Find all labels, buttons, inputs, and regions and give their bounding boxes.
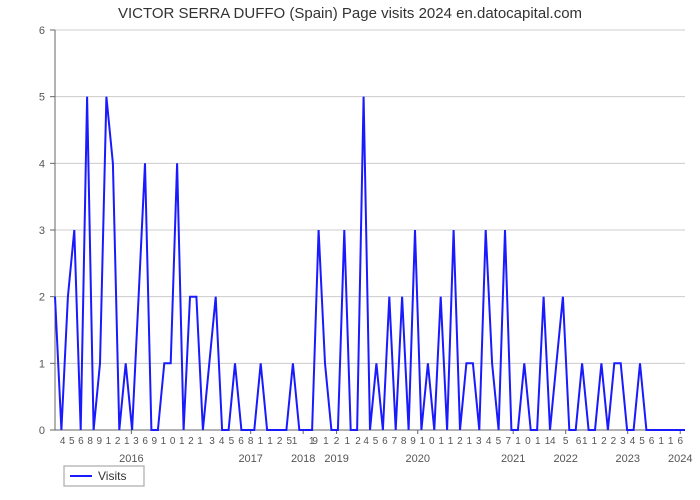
x-group-label: 2023 <box>615 453 639 465</box>
x-tick-label: 4 <box>219 436 225 447</box>
x-tick-label: 1 <box>124 436 130 447</box>
x-tick-label: 1 <box>345 436 351 447</box>
x-tick-label: 1 <box>438 436 444 447</box>
x-tick-label: 1 <box>515 436 521 447</box>
x-tick-label: 9 <box>97 436 103 447</box>
x-tick-label: 1 <box>535 436 541 447</box>
x-tick-label: 1 <box>179 436 185 447</box>
chart-svg: VICTOR SERRA DUFFO (Spain) Page visits 2… <box>0 0 700 500</box>
x-group-label: 2016 <box>119 453 143 465</box>
x-tick-label: 1 <box>448 436 454 447</box>
x-tick-label: 1 <box>292 436 298 447</box>
x-tick-label: 1 <box>197 436 203 447</box>
x-tick-label: 1 <box>258 436 264 447</box>
x-tick-label: 2 <box>355 436 361 447</box>
x-tick-label: 5 <box>69 436 75 447</box>
x-group-label: 2021 <box>501 453 525 465</box>
x-tick-label: 6 <box>78 436 84 447</box>
x-tick-label: 1 <box>267 436 273 447</box>
x-tick-label: 1 <box>466 436 472 447</box>
x-group-label: 2022 <box>553 453 577 465</box>
y-tick-label: 0 <box>39 425 45 437</box>
x-tick-label: 2 <box>611 436 617 447</box>
legend-label: Visits <box>98 469 126 483</box>
x-tick-label: 9 <box>151 436 157 447</box>
x-tick-label: 9 <box>410 436 416 447</box>
x-tick-label: 6 <box>576 436 582 447</box>
x-tick-label: 0 <box>170 436 176 447</box>
x-tick-label: 1 <box>106 436 112 447</box>
x-group-label: 2017 <box>238 453 262 465</box>
x-tick-label: 2 <box>115 436 121 447</box>
y-tick-label: 4 <box>39 158 45 170</box>
x-tick-label: 1 <box>582 436 588 447</box>
x-tick-label: 6 <box>142 436 148 447</box>
x-tick-label: 7 <box>392 436 398 447</box>
x-tick-label: 4 <box>550 436 556 447</box>
x-tick-label: 6 <box>677 436 683 447</box>
y-tick-label: 2 <box>39 292 45 304</box>
x-tick-label: 5 <box>496 436 502 447</box>
y-tick-label: 1 <box>39 358 45 370</box>
x-tick-label: 1 <box>668 436 674 447</box>
x-tick-label: 1 <box>420 436 426 447</box>
y-tick-label: 5 <box>39 92 45 104</box>
x-tick-label: 4 <box>60 436 66 447</box>
y-tick-label: 3 <box>39 225 45 237</box>
x-tick-label: 8 <box>87 436 93 447</box>
x-tick-label: 0 <box>429 436 435 447</box>
x-tick-label: 7 <box>505 436 511 447</box>
x-tick-label: 5 <box>373 436 379 447</box>
x-tick-label: 4 <box>363 436 369 447</box>
chart-title: VICTOR SERRA DUFFO (Spain) Page visits 2… <box>118 5 582 22</box>
x-tick-label: 8 <box>401 436 407 447</box>
x-tick-label: 1 <box>658 436 664 447</box>
x-tick-label: 4 <box>630 436 636 447</box>
x-tick-label: 6 <box>238 436 244 447</box>
x-group-label: 2018 <box>291 453 315 465</box>
x-tick-label: 4 <box>486 436 492 447</box>
x-tick-label: 5 <box>563 436 569 447</box>
x-group-label: 2024 <box>668 453 692 465</box>
chart-container: VICTOR SERRA DUFFO (Spain) Page visits 2… <box>0 0 700 500</box>
x-tick-label: 6 <box>649 436 655 447</box>
x-tick-label: 1 <box>323 436 329 447</box>
x-tick-label: 5 <box>229 436 235 447</box>
x-tick-label: 2 <box>334 436 340 447</box>
x-tick-label: 9 <box>312 436 318 447</box>
y-tick-label: 6 <box>39 25 45 37</box>
x-tick-label: 3 <box>209 436 215 447</box>
legend: Visits <box>64 466 144 486</box>
x-tick-label: 3 <box>620 436 626 447</box>
x-tick-label: 2 <box>457 436 463 447</box>
x-tick-label: 1 <box>161 436 167 447</box>
x-tick-label: 2 <box>601 436 607 447</box>
x-group-label: 2020 <box>405 453 429 465</box>
x-tick-label: 5 <box>639 436 645 447</box>
x-tick-label: 1 <box>592 436 598 447</box>
x-tick-label: 3 <box>476 436 482 447</box>
x-tick-label: 8 <box>248 436 254 447</box>
x-tick-label: 6 <box>382 436 388 447</box>
x-tick-label: 2 <box>188 436 194 447</box>
x-tick-label: 0 <box>525 436 531 447</box>
x-tick-label: 2 <box>277 436 283 447</box>
x-tick-label: 3 <box>133 436 139 447</box>
x-group-label: 2019 <box>324 453 348 465</box>
